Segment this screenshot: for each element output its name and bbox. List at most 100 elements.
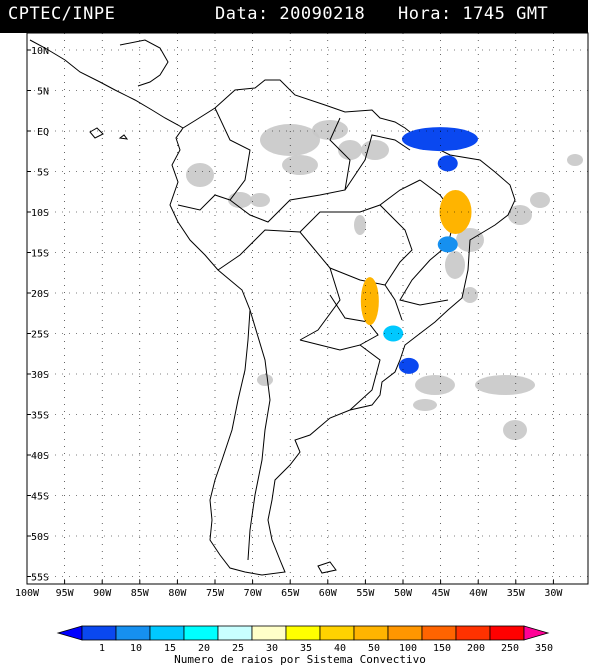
cloud-cell [260, 124, 320, 156]
colorbar-tick-label: 20 [198, 643, 210, 654]
colorbar-tick-label: 150 [433, 643, 451, 654]
cloud-cell [567, 154, 583, 166]
convective-system [437, 155, 458, 172]
colorbar-arrow-right [523, 625, 550, 641]
lon-label: 30W [544, 588, 563, 599]
convective-systems [360, 127, 478, 374]
cloud-cell [445, 251, 465, 279]
colorbar-tick-label: 100 [399, 643, 417, 654]
lat-label: 20S [31, 289, 49, 300]
lon-label: 55W [356, 588, 375, 599]
colorbar-caption: Numero de raios por Sistema Convectivo [174, 653, 426, 666]
lat-label: 50S [31, 532, 49, 543]
lon-label: 45W [432, 588, 451, 599]
lat-label: 10S [31, 208, 49, 219]
colorbar-swatch [387, 625, 423, 641]
lon-label: 75W [206, 588, 225, 599]
lon-label: 65W [281, 588, 300, 599]
galapagos-islands [89, 127, 129, 140]
colorbar-swatch [183, 625, 219, 641]
convective-system [383, 325, 404, 342]
colorbar-swatch [455, 625, 491, 641]
colorbar-swatch [489, 625, 525, 641]
convective-system [398, 357, 419, 374]
colorbar-arrow-left [56, 625, 83, 641]
cloud-cell [462, 287, 478, 303]
lon-label: 100W [15, 588, 40, 599]
latitude-labels: 10N 5N EQ 5S 10S 15S 20S 25S 30S 35S 40S 45S 50S 55S [31, 46, 49, 584]
lat-label: EQ [37, 127, 49, 138]
colorbar-swatch [251, 625, 287, 641]
cloud-cell [312, 120, 348, 140]
lon-label: 50W [394, 588, 413, 599]
title-bar: CPTEC/INPE Data: 20090218 Hora: 1745 GMT [0, 0, 588, 33]
lat-label: 15S [31, 249, 49, 260]
colorbar-swatch [115, 625, 151, 641]
cloud-cell [186, 163, 214, 187]
convective-system [360, 277, 379, 326]
source-label: CPTEC/INPE [8, 4, 116, 24]
cloud-shading [186, 120, 583, 440]
cloud-cell [530, 192, 550, 208]
central-america-coastline [29, 39, 184, 129]
country-borders [177, 107, 456, 561]
cloud-cell [475, 375, 535, 395]
colorbar-tick-label: 30 [266, 643, 278, 654]
cloud-cell [282, 155, 318, 175]
colorbar-swatch [217, 625, 253, 641]
lon-label: 70W [244, 588, 263, 599]
colorbar-swatch [353, 625, 389, 641]
colorbar-tick-label: 350 [535, 643, 553, 654]
lat-label: 10N [31, 46, 49, 57]
cloud-cell [338, 140, 362, 160]
lon-label: 80W [168, 588, 187, 599]
cloud-cell [354, 215, 366, 235]
colorbar-swatch [421, 625, 457, 641]
cloud-cell [503, 420, 527, 440]
south-america-coastline [169, 79, 516, 576]
convective-system [437, 236, 458, 253]
lat-label: 5N [37, 87, 49, 98]
longitude-labels: 100W 95W 90W 85W 80W 75W 70W 65W 60W 55W 50W 45W 40W… [15, 588, 563, 599]
lat-label: 40S [31, 451, 49, 462]
map-frame [26, 32, 589, 585]
cloud-cell [415, 375, 455, 395]
colorbar-tick-label: 25 [232, 643, 244, 654]
lat-label: 30S [31, 370, 49, 381]
colorbar-swatch [319, 625, 355, 641]
lon-label: 95W [56, 588, 75, 599]
cloud-cell [228, 192, 252, 208]
date-label: Data: 20090218 [215, 4, 366, 24]
lon-label: 85W [131, 588, 150, 599]
colorbar-tick-label: 250 [501, 643, 519, 654]
colorbar-tick-label: 50 [368, 643, 380, 654]
colorbar-swatch [285, 625, 321, 641]
lat-label: 5S [37, 168, 49, 179]
colorbar-tick-label: 35 [300, 643, 312, 654]
cloud-cell [361, 140, 389, 160]
convective-system [401, 127, 478, 152]
falkland-islands [317, 561, 337, 574]
convective-system [439, 190, 472, 234]
lat-label: 25S [31, 330, 49, 341]
colorbar-tick-label: 1 [99, 643, 105, 654]
cloud-cell [257, 374, 273, 386]
colorbar-tick-label: 10 [130, 643, 142, 654]
cloud-cell [250, 193, 270, 207]
colorbar-tick-label: 200 [467, 643, 485, 654]
colorbar-swatch [81, 625, 117, 641]
colorbar-swatch [149, 625, 185, 641]
lat-label: 35S [31, 411, 49, 422]
lat-lon-grid [26, 33, 588, 584]
lon-label: 40W [469, 588, 488, 599]
time-label: Hora: 1745 GMT [398, 4, 549, 24]
lon-label: 90W [93, 588, 112, 599]
lat-label: 55S [31, 573, 49, 584]
cloud-cell [413, 399, 437, 411]
colorbar: 1 10 15 20 25 30 35 40 50 100 150 200 250 350 [56, 625, 553, 654]
lat-label: 45S [31, 492, 49, 503]
cloud-cell [508, 205, 532, 225]
colorbar-tick-label: 15 [164, 643, 176, 654]
colorbar-tick-label: 40 [334, 643, 346, 654]
